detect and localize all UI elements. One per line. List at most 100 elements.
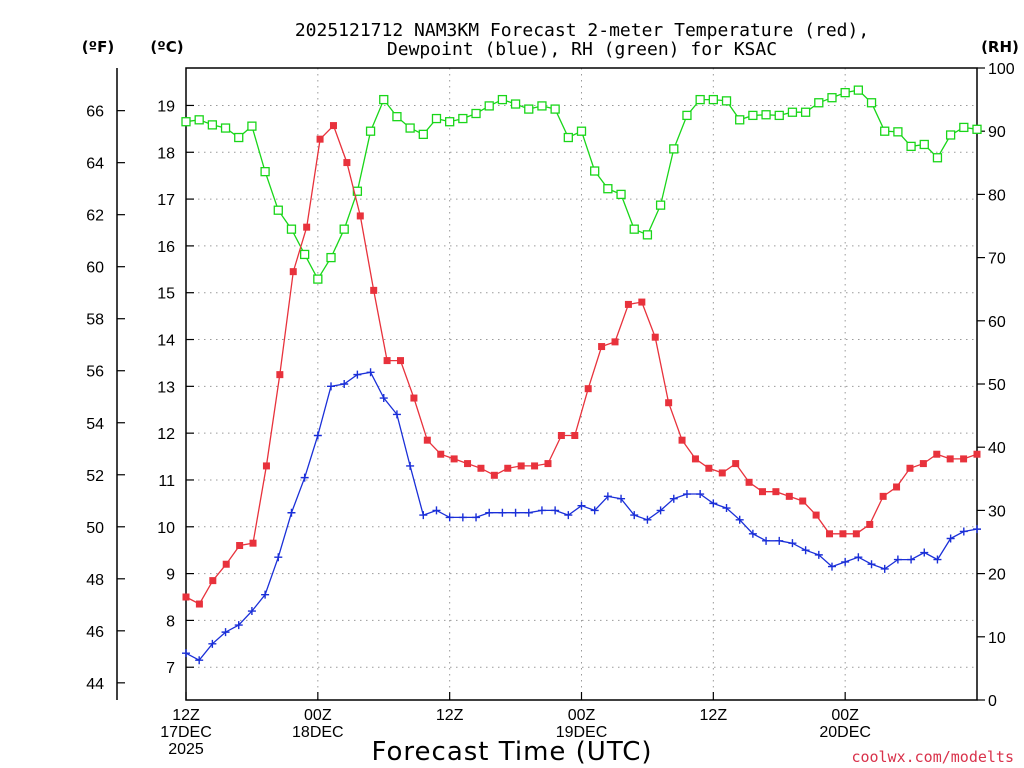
- rh-point: [273, 205, 283, 215]
- dewpoint-point: [841, 557, 850, 566]
- dewpoint-point: [814, 550, 823, 559]
- temperature-point: [276, 371, 284, 379]
- temperature-point: [316, 135, 324, 143]
- rh-point: [616, 189, 626, 200]
- dewpoint-point: [617, 494, 626, 503]
- rh-point: [682, 110, 692, 121]
- fahrenheit-tick-label: 60: [86, 260, 104, 277]
- celsius-tick-label: 17: [157, 192, 175, 209]
- celsius-tick-label: 10: [157, 520, 175, 537]
- temperature-point: [973, 450, 981, 458]
- temperature-point: [370, 286, 378, 294]
- temperature-point: [490, 471, 498, 479]
- rh-tick-label: 90: [988, 124, 1006, 141]
- rh-tick-label: 70: [988, 251, 1006, 268]
- dewpoint-point: [775, 536, 784, 545]
- rh-point: [576, 126, 587, 136]
- rh-point: [721, 96, 732, 106]
- temperature-point: [450, 455, 458, 463]
- celsius-tick-label: 7: [166, 660, 175, 677]
- chart-title: 2025121712 NAM3KM Forecast 2-meter Tempe…: [295, 20, 869, 60]
- fahrenheit-tick-label: 62: [86, 208, 104, 225]
- temperature-point: [772, 488, 780, 496]
- time-tick-label: 00Z: [304, 707, 332, 724]
- rh-point: [814, 98, 824, 108]
- dewpoint-point: [656, 506, 665, 515]
- rh-point: [655, 200, 666, 210]
- dewpoint-point: [959, 527, 968, 536]
- rh-point: [299, 249, 310, 260]
- rh-tick-label: 50: [988, 377, 1006, 394]
- temperature-point: [598, 343, 606, 351]
- dewpoint-point: [748, 529, 757, 538]
- dewpoint-point: [564, 511, 573, 520]
- rh-point: [748, 110, 758, 121]
- fahrenheit-tick-label: 54: [86, 416, 104, 433]
- dewpoint-point: [867, 560, 876, 569]
- temperature-point: [531, 462, 539, 470]
- rh-point: [458, 113, 468, 124]
- fahrenheit-tick-label: 46: [86, 624, 104, 641]
- temperature-point: [303, 223, 311, 231]
- dewpoint-point: [643, 515, 652, 524]
- dewpoint-point: [880, 564, 889, 573]
- rh-point: [339, 224, 349, 234]
- temperature-point: [826, 530, 834, 538]
- celsius-tick-label: 15: [157, 286, 175, 303]
- rh-point: [181, 117, 191, 127]
- temperature-point: [397, 357, 405, 365]
- rh-point: [893, 127, 903, 137]
- dewpoint-point: [340, 380, 349, 388]
- temperature-point: [839, 530, 847, 538]
- time-tick-label: 2025: [168, 741, 204, 758]
- temperature-point: [624, 300, 632, 308]
- temperature-point: [356, 212, 364, 220]
- rh-series: [181, 85, 982, 284]
- rh-point: [445, 117, 455, 127]
- fahrenheit-tick-label: 58: [86, 312, 104, 329]
- temperature-point: [517, 462, 525, 470]
- dewpoint-point: [590, 506, 599, 515]
- rh-point: [537, 101, 547, 111]
- dewpoint-point: [287, 508, 296, 517]
- rh-point: [286, 224, 297, 234]
- chart-title-line-1: 2025121712 NAM3KM Forecast 2-meter Tempe…: [295, 20, 869, 41]
- rh-point: [484, 101, 494, 111]
- dewpoint-point: [788, 539, 797, 548]
- dewpoint-point: [907, 555, 916, 564]
- temperature-point: [343, 159, 351, 167]
- celsius-tick-label: 11: [158, 473, 175, 490]
- dewpoint-line: [185, 371, 978, 662]
- dewpoint-point: [353, 370, 362, 379]
- dewpoint-point: [827, 562, 836, 571]
- rh-point: [563, 132, 573, 143]
- temperature-point: [182, 593, 190, 601]
- dewpoint-point: [762, 536, 771, 545]
- temperature-point: [383, 357, 391, 365]
- dewpoint-point: [735, 515, 744, 524]
- time-tick-label: 12Z: [700, 707, 728, 724]
- rh-point: [510, 99, 521, 109]
- rh-point: [352, 186, 363, 196]
- rh-point: [234, 132, 244, 143]
- rh-point: [787, 107, 798, 117]
- time-tick-label: 12Z: [172, 707, 200, 724]
- temperature-point: [209, 577, 217, 585]
- rh-point: [365, 126, 376, 136]
- celsius-tick-label: 12: [157, 426, 175, 443]
- fahrenheit-tick-label: 48: [86, 572, 104, 589]
- dewpoint-point: [696, 490, 705, 499]
- rh-point: [194, 115, 204, 125]
- rh-point: [774, 110, 784, 121]
- rh-point: [906, 141, 916, 152]
- rh-point: [761, 110, 771, 120]
- time-tick-label: 17DEC: [160, 724, 212, 741]
- rh-point: [603, 184, 613, 194]
- dewpoint-point: [208, 639, 217, 648]
- rh-point: [260, 166, 270, 177]
- rh-tick-label: 20: [988, 567, 1006, 584]
- dewpoint-point: [577, 501, 586, 510]
- temperature-point: [584, 385, 592, 393]
- rh-tick-label: 30: [988, 503, 1006, 520]
